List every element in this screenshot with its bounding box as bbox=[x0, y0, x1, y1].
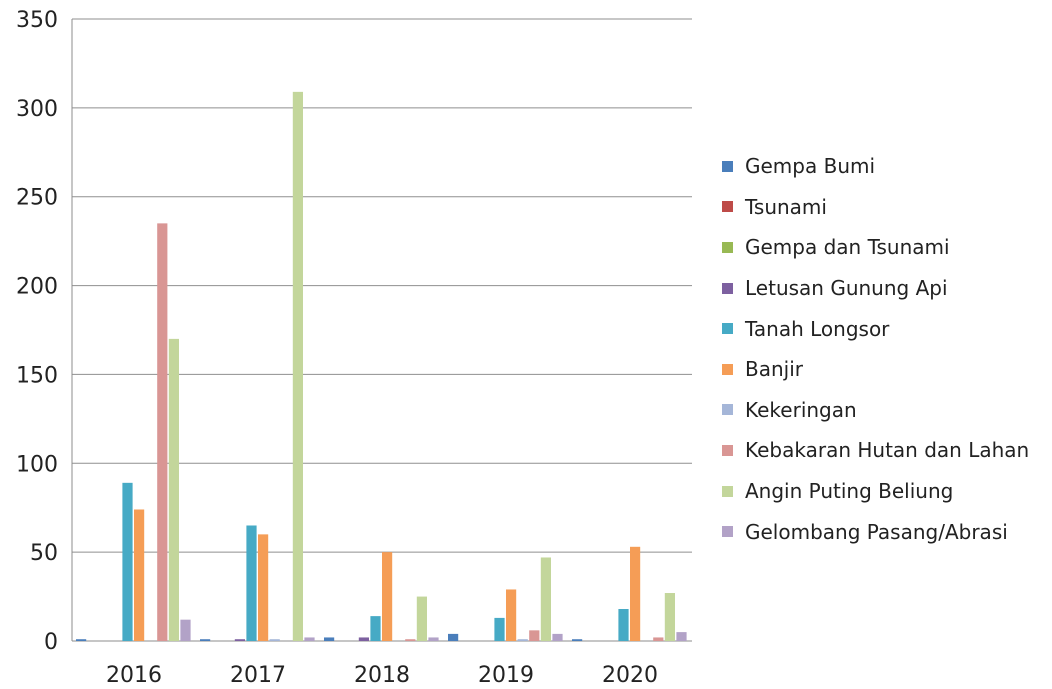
bar bbox=[630, 546, 641, 641]
bar bbox=[269, 639, 280, 641]
y-tick-label: 200 bbox=[16, 275, 58, 300]
bar-series bbox=[76, 91, 687, 642]
x-tick-label: 2017 bbox=[230, 663, 286, 688]
legend-swatch bbox=[722, 282, 733, 294]
legend-item: Kekeringan bbox=[722, 390, 1029, 431]
x-tick-label: 2020 bbox=[602, 663, 658, 688]
legend-label: Angin Puting Beliung bbox=[745, 479, 954, 504]
bar bbox=[448, 633, 459, 641]
bar bbox=[157, 223, 168, 641]
legend-item: Gelombang Pasang/Abrasi bbox=[722, 511, 1029, 552]
legend-item: Banjir bbox=[722, 349, 1029, 390]
bar bbox=[122, 482, 133, 641]
legend-label: Tsunami bbox=[745, 194, 827, 219]
bar bbox=[134, 509, 145, 641]
bar bbox=[292, 91, 303, 642]
legend-item: Angin Puting Beliung bbox=[722, 471, 1029, 512]
legend-swatch bbox=[722, 404, 733, 416]
legend-item: Gempa dan Tsunami bbox=[722, 227, 1029, 268]
y-tick-label: 0 bbox=[44, 630, 58, 655]
legend-label: Kebakaran Hutan dan Lahan bbox=[745, 438, 1030, 463]
y-tick-label: 300 bbox=[16, 97, 58, 122]
bar bbox=[676, 632, 687, 641]
bar bbox=[370, 616, 381, 641]
legend-item: Tanah Longsor bbox=[722, 308, 1029, 349]
bar bbox=[258, 534, 269, 641]
bar bbox=[428, 637, 439, 641]
bar bbox=[618, 609, 629, 641]
y-tick-label: 250 bbox=[16, 186, 58, 211]
y-tick-label: 50 bbox=[30, 541, 58, 566]
bar bbox=[653, 637, 664, 641]
legend-label: Gempa Bumi bbox=[745, 154, 876, 179]
legend-label: Gelombang Pasang/Abrasi bbox=[745, 519, 1008, 544]
legend: Gempa Bumi Tsunami Gempa dan Tsunami Letusa… bbox=[722, 146, 1029, 552]
legend-label: Gempa dan Tsunami bbox=[745, 235, 950, 260]
bar bbox=[234, 639, 245, 641]
bar bbox=[76, 639, 87, 641]
bar bbox=[416, 596, 427, 641]
legend-swatch bbox=[722, 526, 733, 538]
bar bbox=[572, 639, 583, 641]
bar bbox=[517, 639, 528, 641]
bar bbox=[180, 619, 191, 641]
x-axis-tick-labels: 2016 2017 2018 2019 2020 bbox=[106, 663, 658, 688]
bar bbox=[540, 557, 551, 641]
x-tick-label: 2016 bbox=[106, 663, 162, 688]
bar bbox=[200, 639, 211, 641]
legend-label: Kekeringan bbox=[745, 397, 857, 422]
bar bbox=[168, 338, 179, 641]
x-tick-label: 2019 bbox=[478, 663, 534, 688]
legend-item: Kebakaran Hutan dan Lahan bbox=[722, 430, 1029, 471]
y-tick-label: 150 bbox=[16, 363, 58, 388]
legend-label: Banjir bbox=[745, 357, 803, 382]
y-tick-label: 100 bbox=[16, 452, 58, 477]
legend-item: Gempa Bumi bbox=[722, 146, 1029, 187]
legend-swatch bbox=[722, 160, 733, 172]
bar bbox=[382, 552, 393, 641]
legend-swatch bbox=[722, 444, 733, 456]
bar bbox=[529, 630, 540, 641]
bar bbox=[405, 639, 416, 641]
legend-label: Tanah Longsor bbox=[745, 316, 890, 341]
bar bbox=[664, 593, 675, 641]
legend-item: Tsunami bbox=[722, 187, 1029, 228]
bar bbox=[506, 589, 517, 641]
legend-label: Letusan Gunung Api bbox=[745, 276, 948, 301]
bar bbox=[246, 525, 257, 641]
bar bbox=[304, 637, 315, 641]
y-tick-label: 350 bbox=[16, 8, 58, 33]
legend-swatch bbox=[722, 241, 733, 253]
legend-swatch bbox=[722, 323, 733, 335]
legend-swatch bbox=[722, 485, 733, 497]
legend-swatch bbox=[722, 363, 733, 375]
bar bbox=[494, 617, 505, 641]
x-tick-label: 2018 bbox=[354, 663, 410, 688]
legend-item: Letusan Gunung Api bbox=[722, 268, 1029, 309]
legend-swatch bbox=[722, 201, 733, 213]
bar bbox=[324, 637, 335, 641]
bar bbox=[358, 637, 369, 641]
y-axis-tick-labels: 0 50 100 150 200 250 300 350 bbox=[16, 8, 58, 655]
bar bbox=[552, 633, 563, 641]
